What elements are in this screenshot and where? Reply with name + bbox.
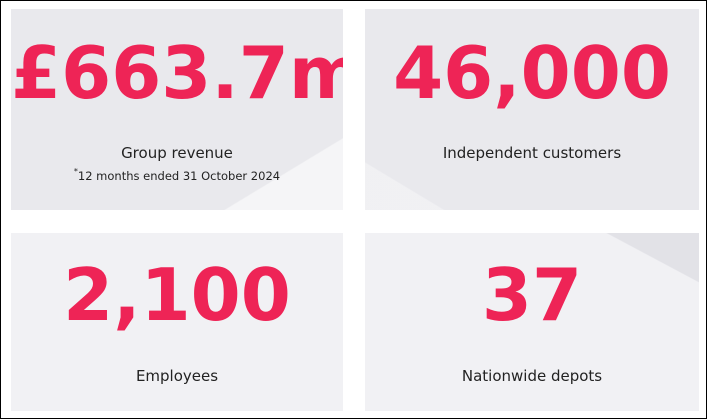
stat-value: 46,000 [393,31,671,115]
stat-value: 2,100 [63,253,291,337]
stat-label: Employees [135,367,219,385]
footnote-marker: * [73,167,78,176]
stat-card-independent-customers: 46,000 Independent customers [365,9,699,210]
stat-label: Independent customers [442,144,622,162]
stat-label: Group revenue [121,144,233,162]
stat-card-group-revenue: £663.7m* Group revenue *12 months ended … [11,9,343,210]
stat-value-text: £663.7m [11,31,343,115]
stat-card-employees: 2,100 Employees [11,233,343,411]
stat-label: Nationwide depots [461,367,603,385]
stat-card-nationwide-depots: 37 Nationwide depots [365,233,699,411]
footnote-text: 12 months ended 31 October 2024 [77,169,281,183]
stat-footnote: *12 months ended 31 October 2024 [11,167,343,183]
stat-value: 37 [481,253,583,337]
stat-value: £663.7m* [11,37,343,109]
